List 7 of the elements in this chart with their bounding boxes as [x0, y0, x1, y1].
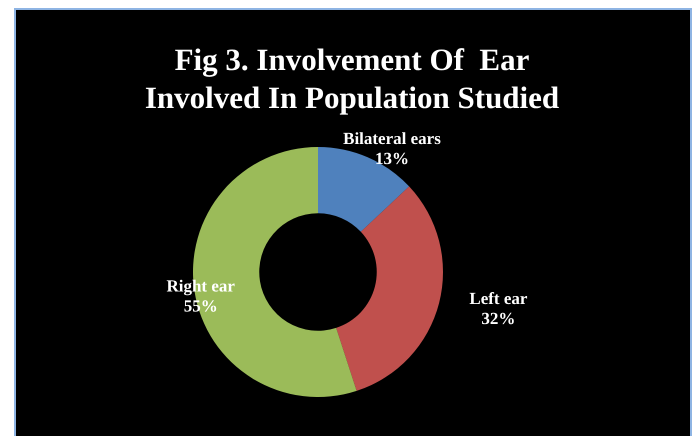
chart-title: Fig 3. Involvement Of Ear Involved In Population Studied	[144, 42, 560, 115]
slice-label: Left ear	[469, 289, 528, 308]
donut-slice	[318, 147, 410, 232]
data-label: 13%	[374, 148, 409, 168]
slice-label: Bilateral ears	[343, 128, 442, 148]
donut-slice	[336, 186, 443, 391]
data-label: 32%	[481, 309, 516, 328]
